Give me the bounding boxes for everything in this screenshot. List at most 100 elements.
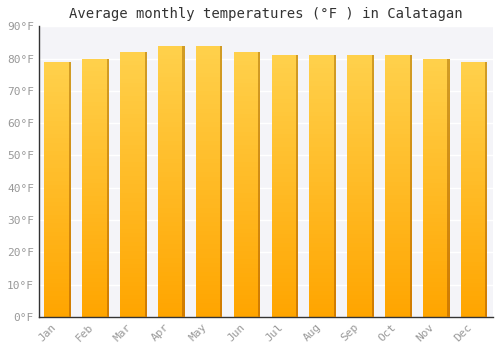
Bar: [348, 68, 374, 73]
Bar: [234, 136, 260, 140]
Bar: [258, 184, 260, 189]
Bar: [120, 215, 146, 220]
Bar: [272, 138, 298, 142]
Bar: [69, 75, 71, 79]
Bar: [372, 186, 374, 190]
Bar: [182, 245, 184, 249]
Bar: [461, 155, 487, 160]
Bar: [44, 206, 71, 211]
Bar: [372, 142, 374, 147]
Bar: [296, 238, 298, 243]
Bar: [272, 147, 298, 151]
Bar: [310, 290, 336, 295]
Bar: [82, 106, 109, 110]
Bar: [310, 208, 336, 212]
Bar: [158, 73, 184, 77]
Bar: [348, 308, 374, 313]
Bar: [144, 184, 146, 189]
Bar: [196, 267, 222, 272]
Bar: [234, 123, 260, 127]
Bar: [144, 295, 146, 299]
Bar: [106, 205, 109, 209]
Bar: [334, 247, 336, 251]
Bar: [258, 96, 260, 101]
Bar: [120, 184, 146, 189]
Bar: [372, 55, 374, 60]
Bar: [348, 99, 374, 103]
Bar: [44, 75, 71, 79]
Bar: [196, 308, 222, 312]
Bar: [182, 253, 184, 258]
Bar: [296, 147, 298, 151]
Bar: [310, 308, 336, 313]
Bar: [182, 312, 184, 317]
Bar: [372, 256, 374, 260]
Bar: [448, 102, 450, 106]
Bar: [144, 273, 146, 277]
Bar: [144, 193, 146, 198]
Bar: [423, 153, 450, 158]
Bar: [372, 68, 374, 73]
Bar: [106, 97, 109, 102]
Bar: [69, 151, 71, 155]
Bar: [196, 303, 222, 308]
Bar: [272, 103, 298, 108]
Bar: [82, 218, 109, 222]
Bar: [372, 243, 374, 247]
Bar: [310, 243, 336, 247]
Bar: [69, 164, 71, 168]
Bar: [334, 251, 336, 256]
Bar: [334, 308, 336, 313]
Bar: [82, 67, 109, 71]
Bar: [106, 201, 109, 205]
Bar: [372, 103, 374, 108]
Bar: [144, 189, 146, 193]
Bar: [220, 91, 222, 95]
Bar: [372, 313, 374, 317]
Bar: [196, 290, 222, 294]
Bar: [258, 251, 260, 255]
Bar: [423, 123, 450, 127]
Bar: [69, 215, 71, 219]
Bar: [486, 304, 488, 308]
Bar: [372, 308, 374, 313]
Bar: [196, 181, 222, 186]
Bar: [448, 231, 450, 235]
Bar: [144, 149, 146, 154]
Bar: [144, 277, 146, 281]
Bar: [486, 313, 488, 317]
Bar: [296, 313, 298, 317]
Bar: [296, 55, 298, 60]
Bar: [144, 92, 146, 96]
Bar: [410, 225, 412, 230]
Bar: [410, 134, 412, 138]
Bar: [182, 276, 184, 281]
Bar: [82, 304, 109, 308]
Bar: [461, 172, 487, 176]
Bar: [234, 189, 260, 193]
Bar: [106, 67, 109, 71]
Bar: [69, 155, 71, 160]
Bar: [448, 106, 450, 110]
Bar: [448, 140, 450, 145]
Bar: [258, 273, 260, 277]
Bar: [296, 217, 298, 221]
Bar: [158, 154, 184, 159]
Bar: [385, 99, 411, 103]
Bar: [44, 304, 71, 308]
Bar: [372, 77, 374, 82]
Bar: [372, 304, 374, 308]
Bar: [448, 149, 450, 153]
Bar: [234, 242, 260, 246]
Bar: [144, 123, 146, 127]
Bar: [296, 116, 298, 121]
Bar: [144, 281, 146, 286]
Bar: [423, 145, 450, 149]
Bar: [106, 175, 109, 179]
Bar: [220, 312, 222, 317]
Bar: [310, 295, 336, 299]
Bar: [348, 230, 374, 234]
Bar: [158, 226, 184, 231]
Bar: [272, 256, 298, 260]
Bar: [182, 73, 184, 77]
